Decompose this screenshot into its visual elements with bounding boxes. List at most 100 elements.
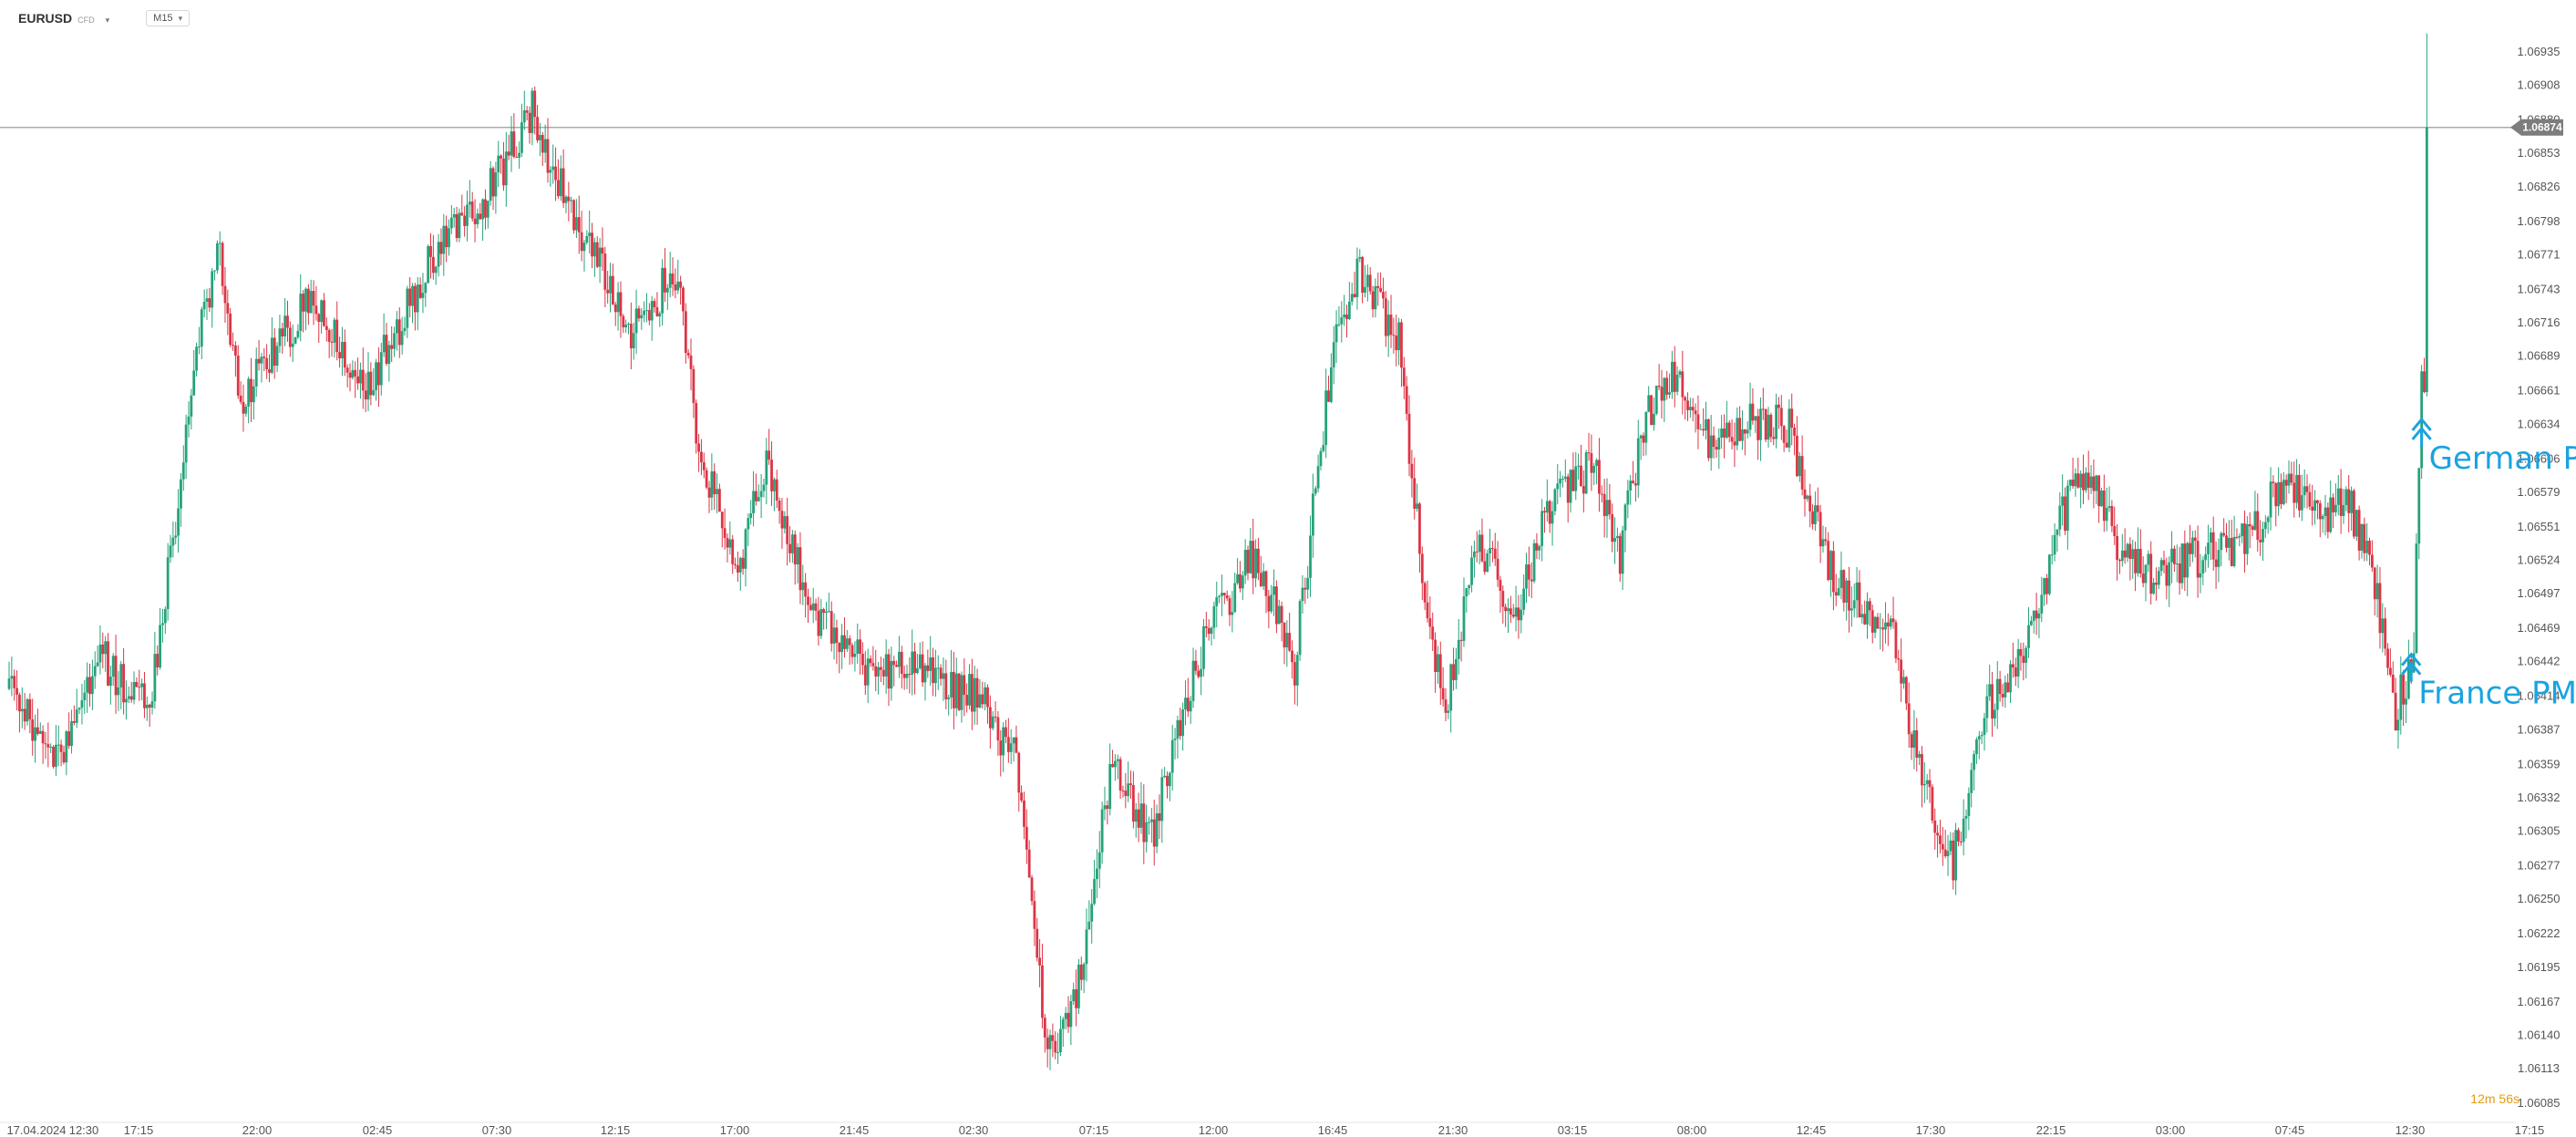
candle-body [1490,548,1494,550]
candle-body [2248,523,2251,527]
candle-body [697,443,700,452]
candle-body [629,324,633,349]
candle-body [1489,548,1491,553]
x-tick-label: 17:15 [2515,1123,2545,1137]
candle-body [354,369,357,377]
symbol-selector[interactable]: EURUSD CFD ▾ [18,11,109,26]
candle-body [23,708,26,722]
candle-body [905,674,909,678]
x-tick-label: 16:45 [1318,1123,1348,1137]
candle-body [379,352,383,386]
candle-body [393,333,396,349]
candle-body [1152,819,1156,847]
candle-body [2006,682,2010,693]
candle-body [866,658,870,686]
candle-body [1020,792,1024,801]
candle-body [148,704,151,708]
candle-body [1954,830,1957,881]
candle-body [2399,674,2403,720]
candle-body [822,609,826,614]
candle-body [486,201,489,218]
candle-body [609,275,612,294]
candle-body [580,232,583,252]
candle-body [1551,511,1554,524]
candle-body [1072,989,1076,1002]
candle-body [2370,554,2374,568]
candle-body [546,139,550,173]
candle-body [1017,752,1021,793]
candle-body [965,695,969,706]
timeframe-selector[interactable]: M15 ▾ [146,10,191,26]
candle-body [916,667,919,674]
price-axis[interactable]: 1.069351.069081.068801.068531.068261.067… [2518,45,2561,1110]
candle-body [1301,587,1304,602]
candle-body [2168,562,2171,586]
candle-body [1015,737,1018,753]
candle-body [7,678,11,689]
candle-body [592,242,596,257]
candle-body [1613,538,1616,543]
candle-body [192,370,196,396]
candle-body [1988,684,1992,697]
candle-body [1632,481,1634,484]
candle-body [28,698,32,719]
candle-body [1316,466,1320,489]
candle-body [1824,539,1828,542]
candle-body [1358,256,1362,259]
candle-body [1365,274,1369,287]
candle-body [728,539,732,548]
candle-body [2287,473,2291,486]
candle-body [2201,560,2205,574]
time-axis[interactable]: 17.04.2024 12:30 17:15 22:00 02:45 07:30 12:15… [6,1123,2544,1137]
candle-body [1634,483,1637,486]
candle-body [479,213,482,220]
candle-body [2373,567,2376,600]
candle-body [2209,532,2212,543]
candle-body [1400,322,1403,368]
candle-body [1418,503,1421,554]
y-tick-label: 1.06524 [2518,553,2561,567]
candle-body [981,694,984,705]
candle-body [1061,1018,1065,1029]
countdown-seconds: 56 [2499,1091,2513,1106]
candle-body [1939,835,1942,844]
candle-body [689,355,693,369]
candle-countdown: 12m 56s [2470,1091,2519,1106]
candle-body [161,623,164,625]
candle-body [1642,435,1645,443]
candle-body [829,611,833,644]
candle-body [1725,422,1728,438]
candle-body [1036,928,1039,958]
candle-body [260,357,263,364]
candle-body [994,716,997,718]
annotation-german-pmis[interactable]: German PMIs [2411,417,2576,477]
y-tick-label: 1.06250 [2518,892,2561,905]
candle-body [577,217,581,233]
x-tick-label: 12:45 [1797,1123,1827,1137]
candle-body [1202,625,1205,669]
candle-body [843,635,846,649]
candle-body [2107,506,2111,508]
candle-body [731,539,735,564]
candle-body [1873,616,1877,633]
candle-body [1027,849,1031,878]
candle-body [218,243,222,244]
candle-body [1796,435,1798,477]
y-tick-label: 1.06908 [2518,78,2561,92]
y-tick-label: 1.06085 [2518,1096,2561,1110]
candle-body [947,697,951,699]
candle-body [1267,595,1271,612]
candle-body [127,696,130,699]
candle-body [2204,553,2208,561]
candle-body [1124,791,1128,797]
candle-body [1694,410,1697,415]
candle-body [1347,301,1351,319]
candle-body [788,543,791,553]
candle-body [1291,650,1293,663]
candle-body [1975,739,1978,755]
candle-body [1717,437,1721,450]
candle-body [1723,428,1726,438]
annotation-france-pmis[interactable]: France PMIs [2401,652,2576,712]
candle-body [1922,783,1926,786]
